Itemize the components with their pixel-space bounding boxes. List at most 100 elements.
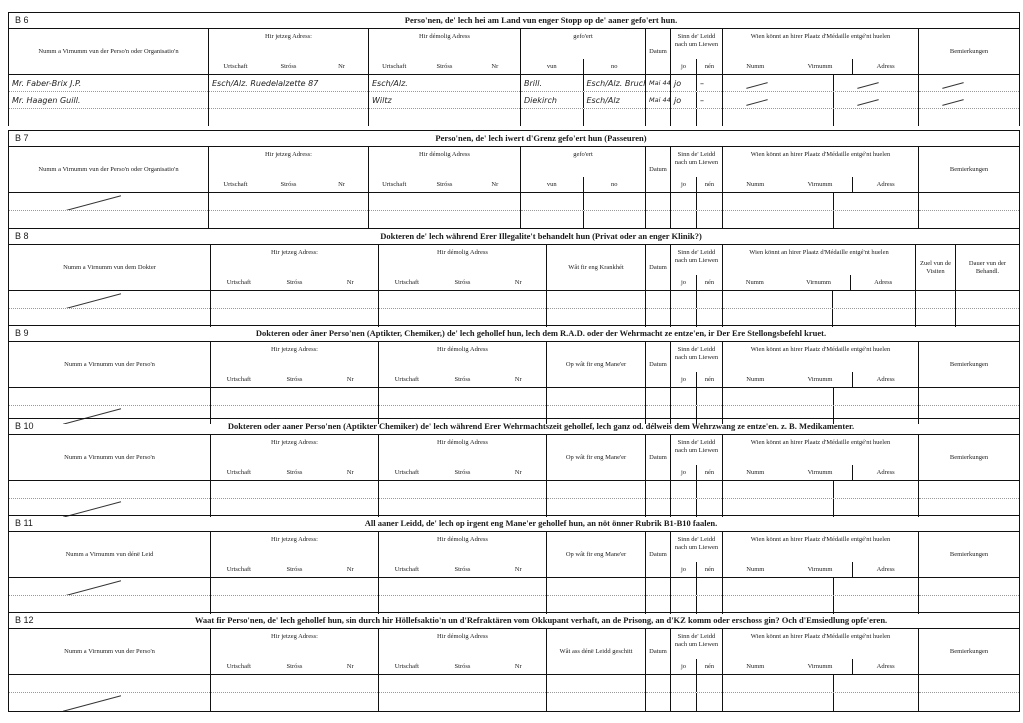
cell-vun[interactable] xyxy=(521,193,583,210)
cell-datum[interactable] xyxy=(646,481,670,498)
cell-demolig[interactable] xyxy=(379,693,546,711)
cell-adress[interactable] xyxy=(831,291,915,308)
cell-numm[interactable] xyxy=(723,75,833,91)
cell-adress[interactable] xyxy=(833,406,918,424)
cell-demolig[interactable] xyxy=(379,675,546,692)
cell-nen[interactable] xyxy=(696,578,722,595)
cell-datum[interactable] xyxy=(646,675,670,692)
cell-adress[interactable] xyxy=(833,499,918,517)
cell-jo[interactable] xyxy=(671,193,696,210)
cell-jetzeg[interactable] xyxy=(209,211,368,229)
cell-nen[interactable] xyxy=(696,388,722,405)
cell-bemierkungen[interactable] xyxy=(919,109,1019,126)
cell-demolig[interactable] xyxy=(369,109,520,126)
cell-numm[interactable] xyxy=(723,693,833,711)
cell-name[interactable] xyxy=(9,193,208,210)
cell-numm[interactable] xyxy=(723,481,833,498)
cell-nen[interactable] xyxy=(696,406,722,424)
cell-zuel[interactable] xyxy=(916,291,955,308)
cell-datum[interactable] xyxy=(646,211,670,229)
cell-adress[interactable] xyxy=(831,309,915,327)
cell-vun[interactable]: Diekirch xyxy=(524,96,557,105)
cell-name[interactable] xyxy=(9,481,210,498)
cell-jo[interactable] xyxy=(671,675,696,692)
cell-bemierkungen[interactable] xyxy=(919,193,1019,210)
cell-name[interactable] xyxy=(9,578,210,595)
cell-dauer[interactable] xyxy=(956,291,1019,308)
cell-name[interactable] xyxy=(9,693,210,711)
cell-bemierkungen[interactable] xyxy=(919,578,1019,595)
cell-name[interactable] xyxy=(9,388,210,405)
cell-nen[interactable] xyxy=(696,481,722,498)
cell-datum[interactable] xyxy=(646,291,670,308)
cell-numm[interactable] xyxy=(723,578,833,595)
cell-demolig[interactable]: Esch/Alz. xyxy=(372,79,408,88)
cell-no[interactable] xyxy=(582,193,646,210)
cell-geschitt[interactable] xyxy=(547,675,645,692)
cell-datum[interactable] xyxy=(646,578,670,595)
cell-adress[interactable] xyxy=(833,481,918,498)
cell-vun[interactable] xyxy=(521,211,583,229)
cell-jetzeg[interactable] xyxy=(211,388,378,405)
cell-numm[interactable] xyxy=(723,109,833,126)
cell-nen[interactable] xyxy=(696,693,722,711)
cell-no[interactable] xyxy=(582,109,646,126)
cell-name[interactable] xyxy=(9,211,208,229)
cell-demolig[interactable] xyxy=(369,211,520,229)
cell-bemierkungen[interactable] xyxy=(919,481,1019,498)
cell-jetzeg[interactable]: Esch/Alz. Ruedelalzette 87 xyxy=(212,79,319,88)
cell-numm[interactable] xyxy=(723,211,833,229)
cell-numm[interactable] xyxy=(723,193,833,210)
cell-no[interactable] xyxy=(582,211,646,229)
cell-nen[interactable] xyxy=(696,499,722,517)
cell-nen[interactable] xyxy=(696,193,722,210)
cell-adress[interactable] xyxy=(833,675,918,692)
cell-nen[interactable] xyxy=(696,291,722,308)
cell-bemierkungen[interactable] xyxy=(919,388,1019,405)
cell-no[interactable]: Esch/Alz xyxy=(582,92,646,108)
cell-jetzeg[interactable] xyxy=(209,109,368,126)
cell-name[interactable]: Mr. Haagen Guill. xyxy=(12,96,81,105)
cell-adress[interactable] xyxy=(833,211,918,229)
cell-bemierkungen[interactable] xyxy=(919,675,1019,692)
cell-jetzeg[interactable] xyxy=(211,481,378,498)
cell-name[interactable]: Mr. Faber-Brix J.P. xyxy=(12,79,82,88)
cell-name[interactable] xyxy=(9,291,210,308)
cell-datum[interactable]: Mai 44 xyxy=(649,96,670,104)
cell-adress[interactable] xyxy=(833,109,918,126)
cell-adress[interactable] xyxy=(833,75,918,91)
cell-jetzeg[interactable] xyxy=(211,291,378,308)
cell-manéer[interactable] xyxy=(547,481,645,498)
cell-numm[interactable] xyxy=(723,291,832,308)
cell-datum[interactable] xyxy=(646,193,670,210)
cell-nen[interactable] xyxy=(696,211,722,229)
cell-name[interactable] xyxy=(9,109,208,126)
cell-jo[interactable] xyxy=(671,481,696,498)
cell-jetzeg[interactable] xyxy=(209,193,368,210)
cell-adress[interactable] xyxy=(833,92,918,108)
cell-manéer[interactable] xyxy=(547,388,645,405)
cell-jo[interactable] xyxy=(671,291,696,308)
cell-bemierkungen[interactable] xyxy=(919,693,1019,711)
cell-numm[interactable] xyxy=(723,675,833,692)
cell-demolig[interactable] xyxy=(379,578,546,595)
cell-manéer[interactable] xyxy=(547,578,645,595)
cell-jo[interactable] xyxy=(671,693,696,711)
cell-jetzeg[interactable] xyxy=(211,578,378,595)
cell-krankhet[interactable] xyxy=(547,291,645,308)
cell-nen[interactable]: – xyxy=(696,75,722,91)
cell-geschitt[interactable] xyxy=(547,693,645,711)
cell-nen[interactable] xyxy=(696,109,722,126)
cell-demolig[interactable] xyxy=(379,291,546,308)
cell-vun[interactable]: Brill. xyxy=(524,79,542,88)
cell-jo[interactable]: jo xyxy=(674,96,682,105)
cell-demolig[interactable] xyxy=(369,193,520,210)
cell-bemierkungen[interactable] xyxy=(919,92,1019,108)
cell-datum[interactable] xyxy=(646,109,670,126)
cell-jetzeg[interactable] xyxy=(209,92,368,108)
cell-adress[interactable] xyxy=(833,578,918,595)
cell-jo[interactable] xyxy=(671,388,696,405)
cell-vun[interactable] xyxy=(521,109,583,126)
cell-datum[interactable] xyxy=(646,388,670,405)
cell-name[interactable] xyxy=(9,675,210,692)
